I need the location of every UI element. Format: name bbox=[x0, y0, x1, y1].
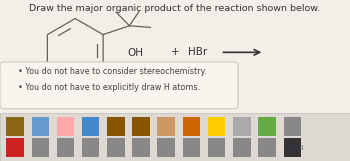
Bar bbox=[208, 117, 225, 136]
Text: • You do not have to consider stereochemistry.: • You do not have to consider stereochem… bbox=[18, 67, 206, 76]
Bar bbox=[32, 117, 49, 136]
Bar bbox=[208, 138, 225, 157]
Bar bbox=[57, 138, 74, 157]
Bar bbox=[233, 117, 251, 136]
Bar bbox=[57, 117, 74, 136]
Bar bbox=[284, 117, 301, 136]
Bar bbox=[107, 117, 125, 136]
Bar bbox=[82, 138, 99, 157]
Bar bbox=[132, 117, 150, 136]
Text: OH: OH bbox=[128, 48, 144, 58]
Text: +: + bbox=[171, 47, 179, 57]
Bar bbox=[107, 138, 125, 157]
Bar bbox=[258, 138, 276, 157]
Bar bbox=[82, 117, 99, 136]
Bar bbox=[32, 138, 49, 157]
Bar bbox=[284, 138, 301, 157]
Text: • You do not have to explicitly draw H atoms.: • You do not have to explicitly draw H a… bbox=[18, 83, 199, 92]
Text: 0: 0 bbox=[6, 145, 10, 150]
Bar bbox=[158, 117, 175, 136]
FancyBboxPatch shape bbox=[0, 62, 238, 109]
Bar bbox=[6, 138, 24, 157]
Bar bbox=[158, 138, 175, 157]
Text: HBr: HBr bbox=[188, 47, 207, 57]
Bar bbox=[183, 138, 200, 157]
Bar bbox=[6, 117, 24, 136]
Bar bbox=[183, 117, 200, 136]
Bar bbox=[132, 138, 150, 157]
Bar bbox=[233, 138, 251, 157]
Text: Draw the major organic product of the reaction shown below.: Draw the major organic product of the re… bbox=[29, 4, 321, 13]
Text: ∫ₙ [ ]: ∫ₙ [ ] bbox=[290, 144, 303, 151]
Bar bbox=[258, 117, 276, 136]
FancyBboxPatch shape bbox=[0, 113, 350, 161]
